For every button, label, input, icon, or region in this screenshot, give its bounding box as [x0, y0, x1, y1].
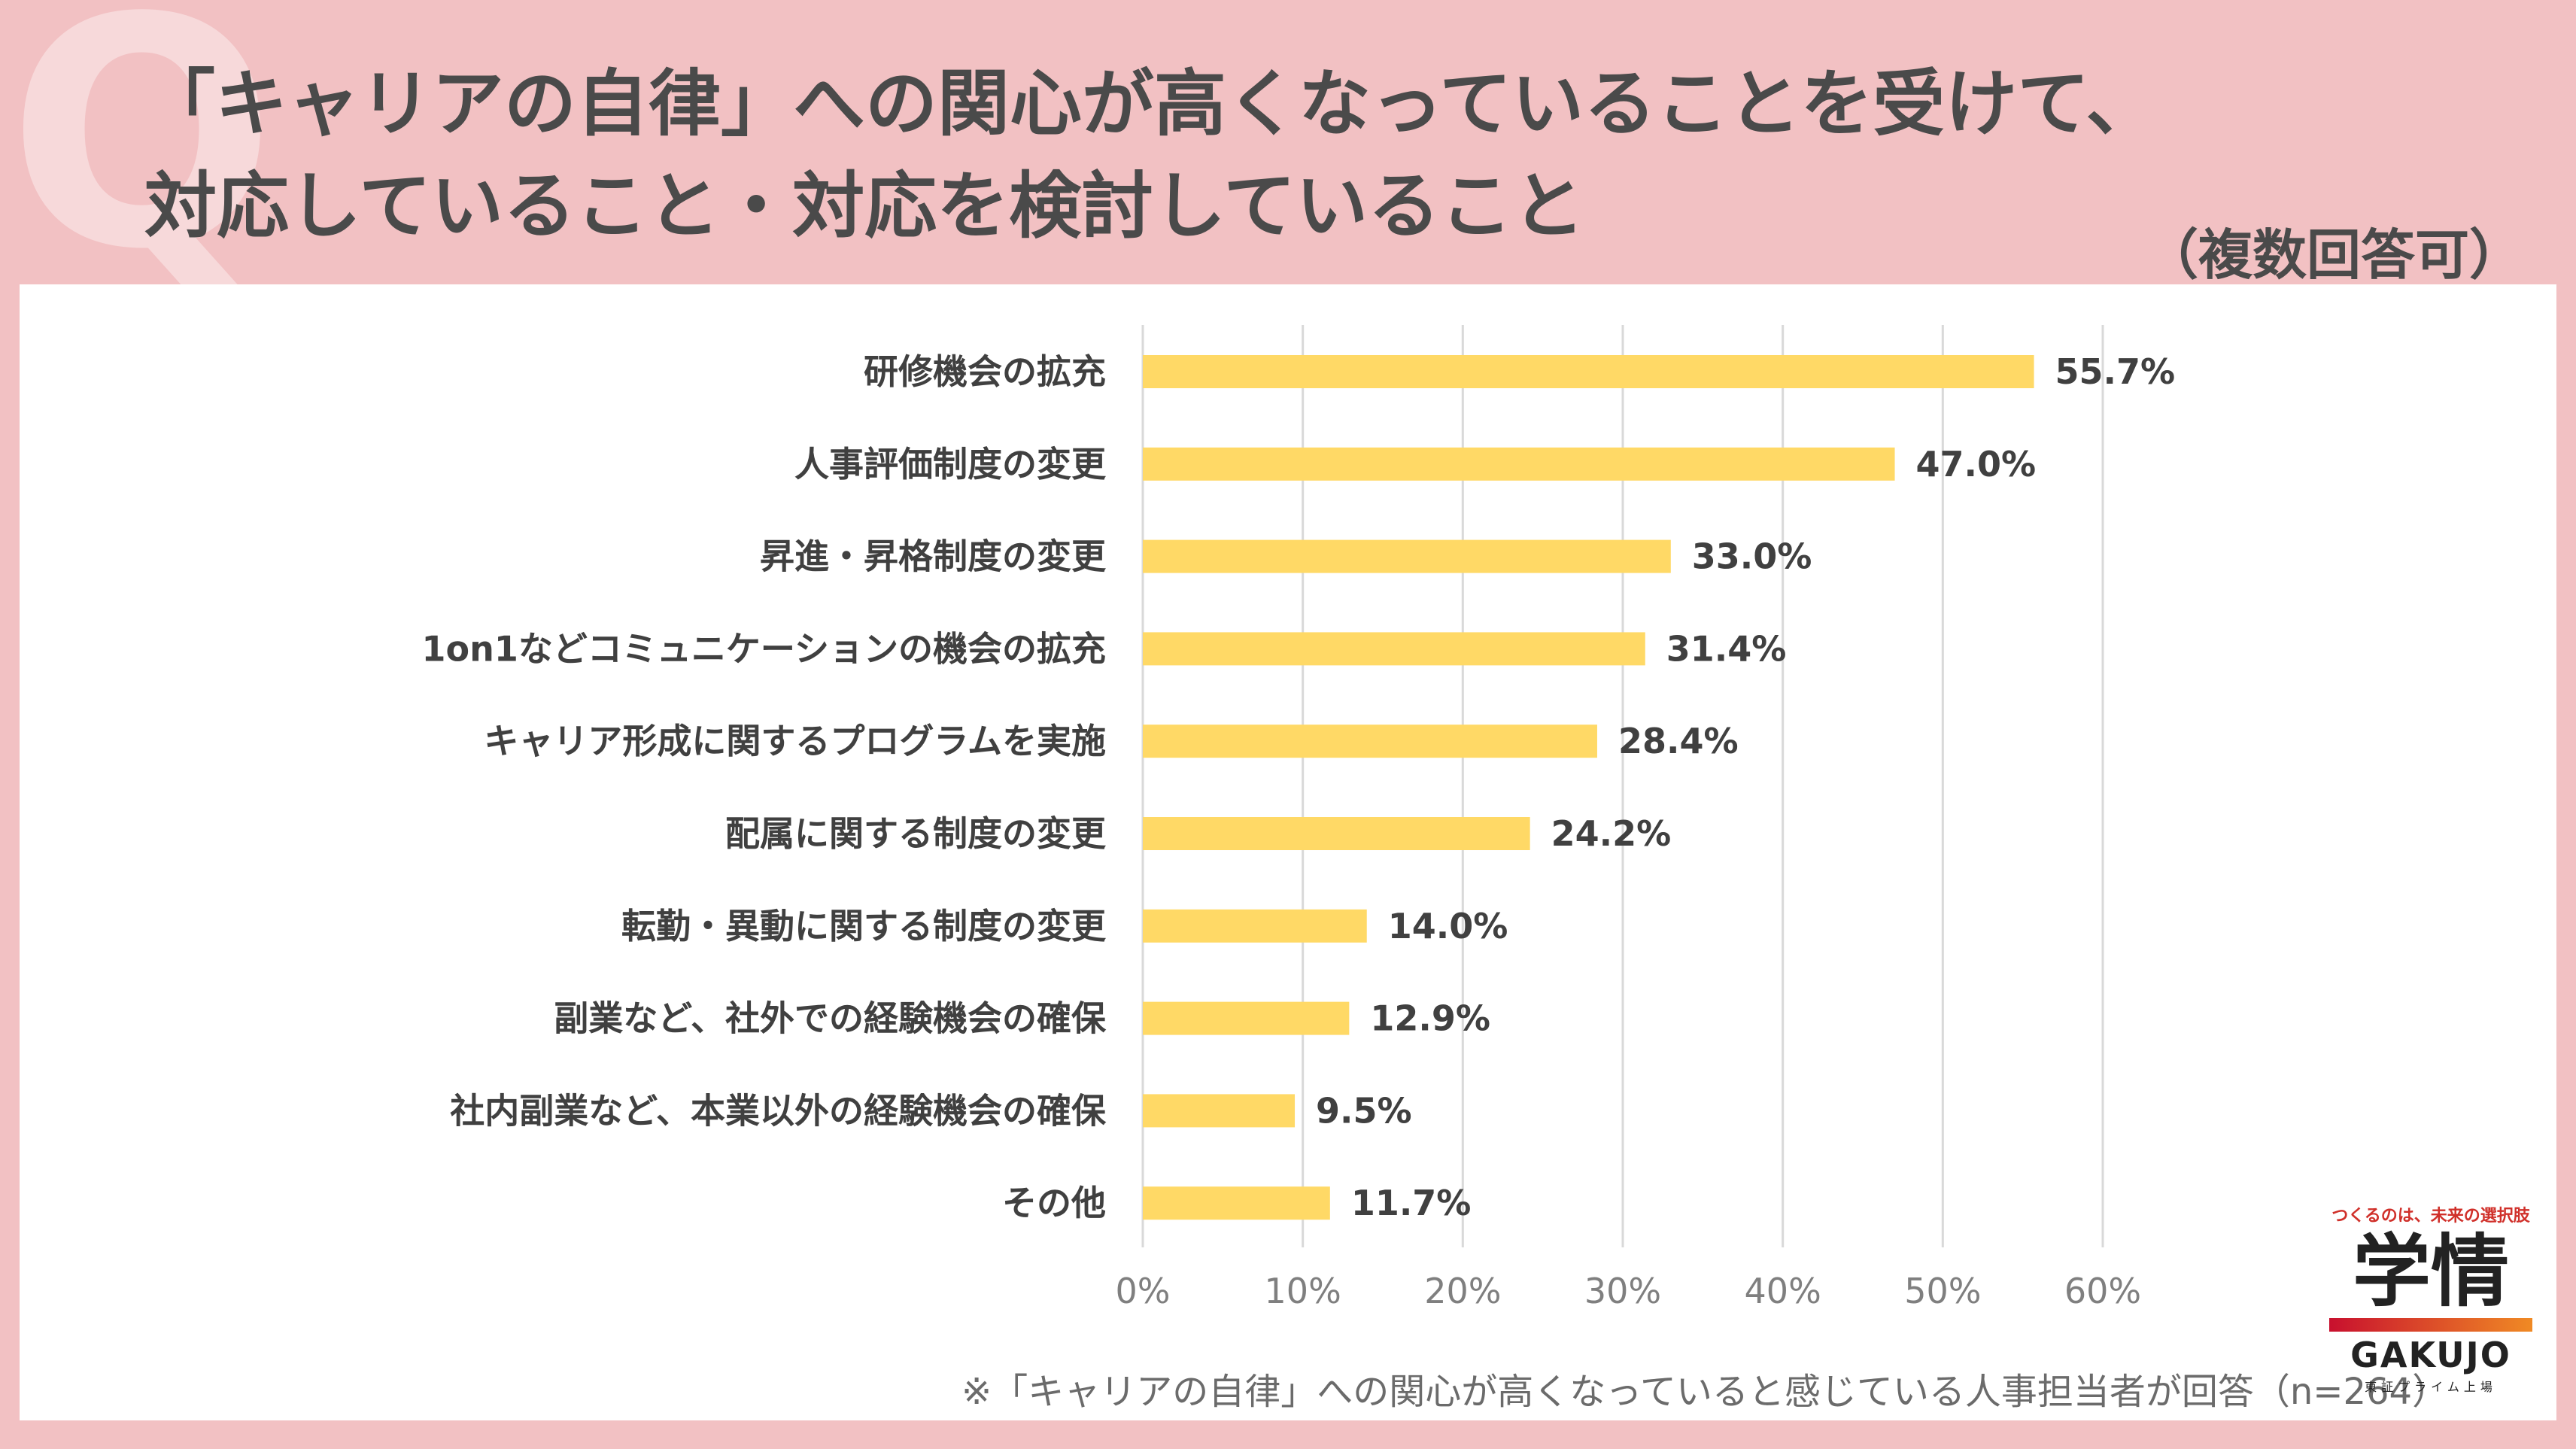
- x-tick-label: 0%: [1116, 1271, 1171, 1311]
- logo-listing: 東証プライム上場: [2365, 1380, 2497, 1394]
- value-label: 9.5%: [1316, 1090, 1412, 1131]
- x-tick-label: 50%: [1904, 1271, 1981, 1311]
- category-label: その他: [1002, 1183, 1106, 1223]
- category-label: キャリア形成に関するプログラムを実施: [484, 721, 1106, 761]
- logo-bar: [2329, 1318, 2532, 1332]
- value-label: 14.0%: [1388, 906, 1508, 946]
- value-label: 31.4%: [1666, 628, 1787, 669]
- category-label: 昇進・昇格制度の変更: [760, 536, 1107, 577]
- category-label: 1on1などコミュニケーションの機会の拡充: [422, 628, 1106, 669]
- multiple-answer-note: （複数回答可）: [2143, 223, 2523, 287]
- bar: [1143, 539, 1671, 573]
- footnote: ※「キャリアの自律」への関心が高くなっていると感じている人事担当者が回答（n=2…: [961, 1371, 2449, 1413]
- bar: [1143, 1186, 1330, 1220]
- logo-mark: 学情: [2352, 1226, 2509, 1317]
- value-label: 12.9%: [1370, 998, 1490, 1039]
- bar: [1143, 355, 2034, 388]
- bar-chart: 0% 10% 20% 30% 40% 50% 60% 研修機会の拡充 55.7% 人事評価制度の変…: [422, 325, 2176, 1311]
- value-label: 33.0%: [1692, 536, 1812, 577]
- bar: [1143, 909, 1367, 943]
- bar: [1143, 1001, 1350, 1035]
- x-tick-label: 40%: [1745, 1271, 1821, 1311]
- x-tick-label: 30%: [1584, 1271, 1661, 1311]
- category-label: 人事評価制度の変更: [794, 444, 1107, 485]
- value-label: 24.2%: [1551, 813, 1672, 854]
- gakujo-logo: つくるのは、未来の選択肢 学情 GAKUJO 東証プライム上場: [2322, 1202, 2540, 1395]
- bar: [1143, 1094, 1296, 1128]
- category-label: 社内副業など、本業以外の経験機会の確保: [450, 1090, 1107, 1131]
- x-tick-label: 10%: [1265, 1271, 1341, 1311]
- value-label: 55.7%: [2055, 351, 2176, 392]
- category-label: 研修機会の拡充: [864, 351, 1106, 392]
- value-label: 11.7%: [1351, 1183, 1472, 1223]
- logo-wordmark: GAKUJO: [2350, 1335, 2511, 1375]
- value-label: 28.4%: [1618, 721, 1739, 761]
- category-label: 配属に関する制度の変更: [725, 813, 1107, 854]
- value-label: 47.0%: [1916, 444, 2037, 485]
- chart-panel: 0% 10% 20% 30% 40% 50% 60% 研修機会の拡充 55.7% 人事評価制度の変…: [20, 284, 2556, 1420]
- bar: [1143, 447, 1895, 481]
- category-label: 転勤・異動に関する制度の変更: [621, 906, 1107, 946]
- logo-tagline: つくるのは、未来の選択肢: [2331, 1207, 2530, 1226]
- x-tick-label: 60%: [2064, 1271, 2141, 1311]
- title-line-2: 対応していること・対応を検討していること: [144, 164, 1585, 248]
- bar: [1143, 632, 1645, 666]
- bar: [1143, 817, 1530, 850]
- bar: [1143, 724, 1597, 758]
- title-line-1: 「キャリアの自律」への関心が高くなっていることを受けて、: [143, 62, 2158, 146]
- x-tick-label: 20%: [1424, 1271, 1501, 1311]
- category-label: 副業など、社外での経験機会の確保: [554, 998, 1107, 1039]
- page-title: 「キャリアの自律」への関心が高くなっていることを受けて、 対応していること・対応…: [143, 53, 2158, 257]
- q-watermark: Q: [8, 0, 277, 319]
